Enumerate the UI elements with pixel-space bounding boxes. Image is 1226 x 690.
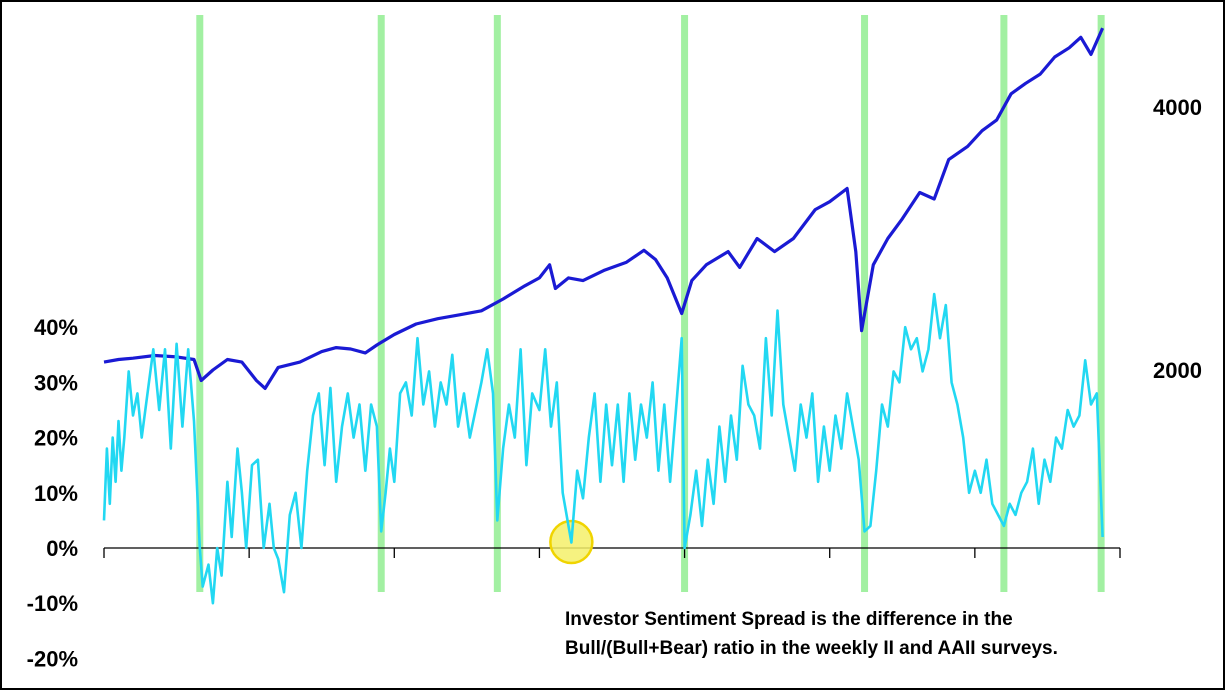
note-line-1: Investor Sentiment Spread is the differe… (565, 609, 1013, 630)
right-tick-label-1: 2000 (1153, 358, 1202, 383)
note-line-2: Bull/(Bull+Bear) ratio in the weekly II … (565, 638, 1058, 659)
left-axis-ticks: 40% 30% 20% 10% 0% -10% -20% (27, 315, 78, 671)
left-tick-label-2: 20% (34, 426, 78, 451)
signal-bar-0 (196, 15, 204, 592)
left-tick-label-5: -10% (27, 591, 78, 616)
signal-bar-5 (1000, 15, 1008, 592)
left-tick-label-4: 0% (46, 536, 78, 561)
right-tick-label-0: 4000 (1153, 95, 1202, 120)
annotation-note: Investor Sentiment Spread is the differe… (565, 609, 1058, 659)
left-tick-label-0: 40% (34, 315, 78, 340)
left-tick-label-6: -20% (27, 646, 78, 671)
right-axis-ticks: 4000 2000 (1153, 95, 1202, 383)
left-tick-label-1: 30% (34, 370, 78, 395)
series-lines (102, 27, 1105, 605)
spread-line (102, 292, 1104, 605)
left-tick-label-3: 10% (34, 481, 78, 506)
signal-bar-1 (377, 15, 385, 592)
signal-bar-6 (1097, 15, 1105, 592)
index-line (103, 27, 1105, 390)
signal-bar-4 (861, 15, 869, 592)
